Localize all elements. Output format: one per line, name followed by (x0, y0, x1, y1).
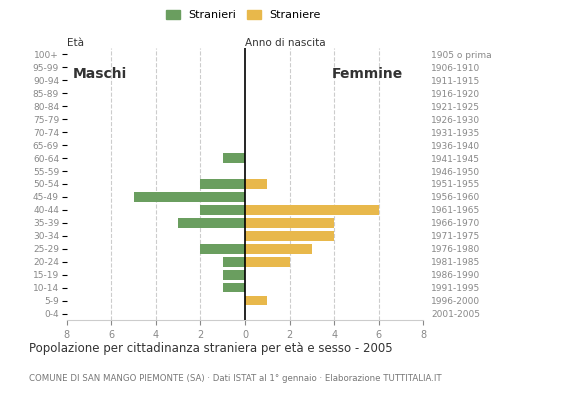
Bar (223, 257, 245, 266)
Legend: Stranieri, Straniere: Stranieri, Straniere (162, 6, 325, 25)
Bar (178, 218, 245, 228)
Text: Popolazione per cittadinanza straniera per età e sesso - 2005: Popolazione per cittadinanza straniera p… (29, 342, 393, 355)
Bar (133, 192, 245, 202)
Text: COMUNE DI SAN MANGO PIEMONTE (SA) · Dati ISTAT al 1° gennaio · Elaborazione TUTT: COMUNE DI SAN MANGO PIEMONTE (SA) · Dati… (29, 374, 441, 383)
Text: Maschi: Maschi (73, 67, 127, 81)
Bar (245, 231, 334, 241)
Bar (245, 257, 289, 266)
Bar (201, 205, 245, 215)
Bar (245, 179, 267, 189)
Bar (245, 244, 312, 254)
Bar (245, 205, 379, 215)
Text: Anno di nascita: Anno di nascita (245, 38, 326, 48)
Bar (245, 218, 334, 228)
Bar (201, 179, 245, 189)
Bar (201, 244, 245, 254)
Text: Femmine: Femmine (332, 67, 403, 81)
Text: Età: Età (67, 38, 84, 48)
Bar (245, 296, 267, 306)
Bar (223, 283, 245, 292)
Bar (223, 270, 245, 280)
Bar (223, 153, 245, 163)
